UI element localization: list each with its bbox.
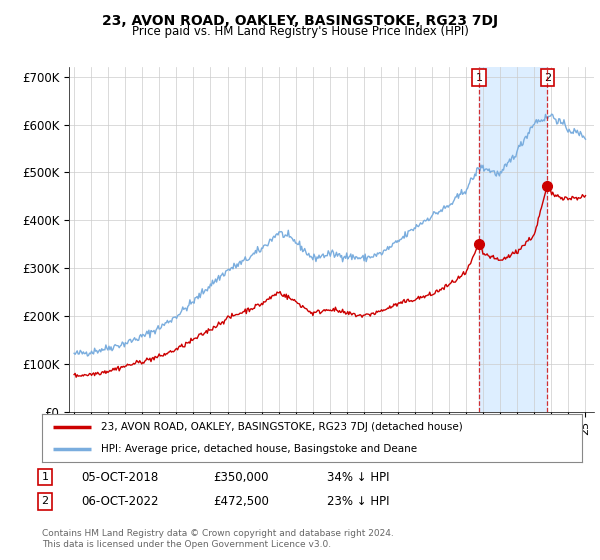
Text: 2: 2: [41, 496, 49, 506]
Text: Contains HM Land Registry data © Crown copyright and database right 2024.
This d: Contains HM Land Registry data © Crown c…: [42, 529, 394, 549]
Text: 1: 1: [41, 472, 49, 482]
Text: 34% ↓ HPI: 34% ↓ HPI: [327, 470, 389, 484]
Text: 06-OCT-2022: 06-OCT-2022: [81, 494, 158, 508]
Text: 05-OCT-2018: 05-OCT-2018: [81, 470, 158, 484]
Text: 23, AVON ROAD, OAKLEY, BASINGSTOKE, RG23 7DJ: 23, AVON ROAD, OAKLEY, BASINGSTOKE, RG23…: [102, 14, 498, 28]
Text: Price paid vs. HM Land Registry's House Price Index (HPI): Price paid vs. HM Land Registry's House …: [131, 25, 469, 38]
Text: 2: 2: [544, 73, 551, 82]
Text: £350,000: £350,000: [213, 470, 269, 484]
Text: 23% ↓ HPI: 23% ↓ HPI: [327, 494, 389, 508]
Text: 23, AVON ROAD, OAKLEY, BASINGSTOKE, RG23 7DJ (detached house): 23, AVON ROAD, OAKLEY, BASINGSTOKE, RG23…: [101, 422, 463, 432]
Text: HPI: Average price, detached house, Basingstoke and Deane: HPI: Average price, detached house, Basi…: [101, 444, 418, 454]
Text: 1: 1: [476, 73, 483, 82]
Bar: [479, 67, 547, 412]
Text: £472,500: £472,500: [213, 494, 269, 508]
